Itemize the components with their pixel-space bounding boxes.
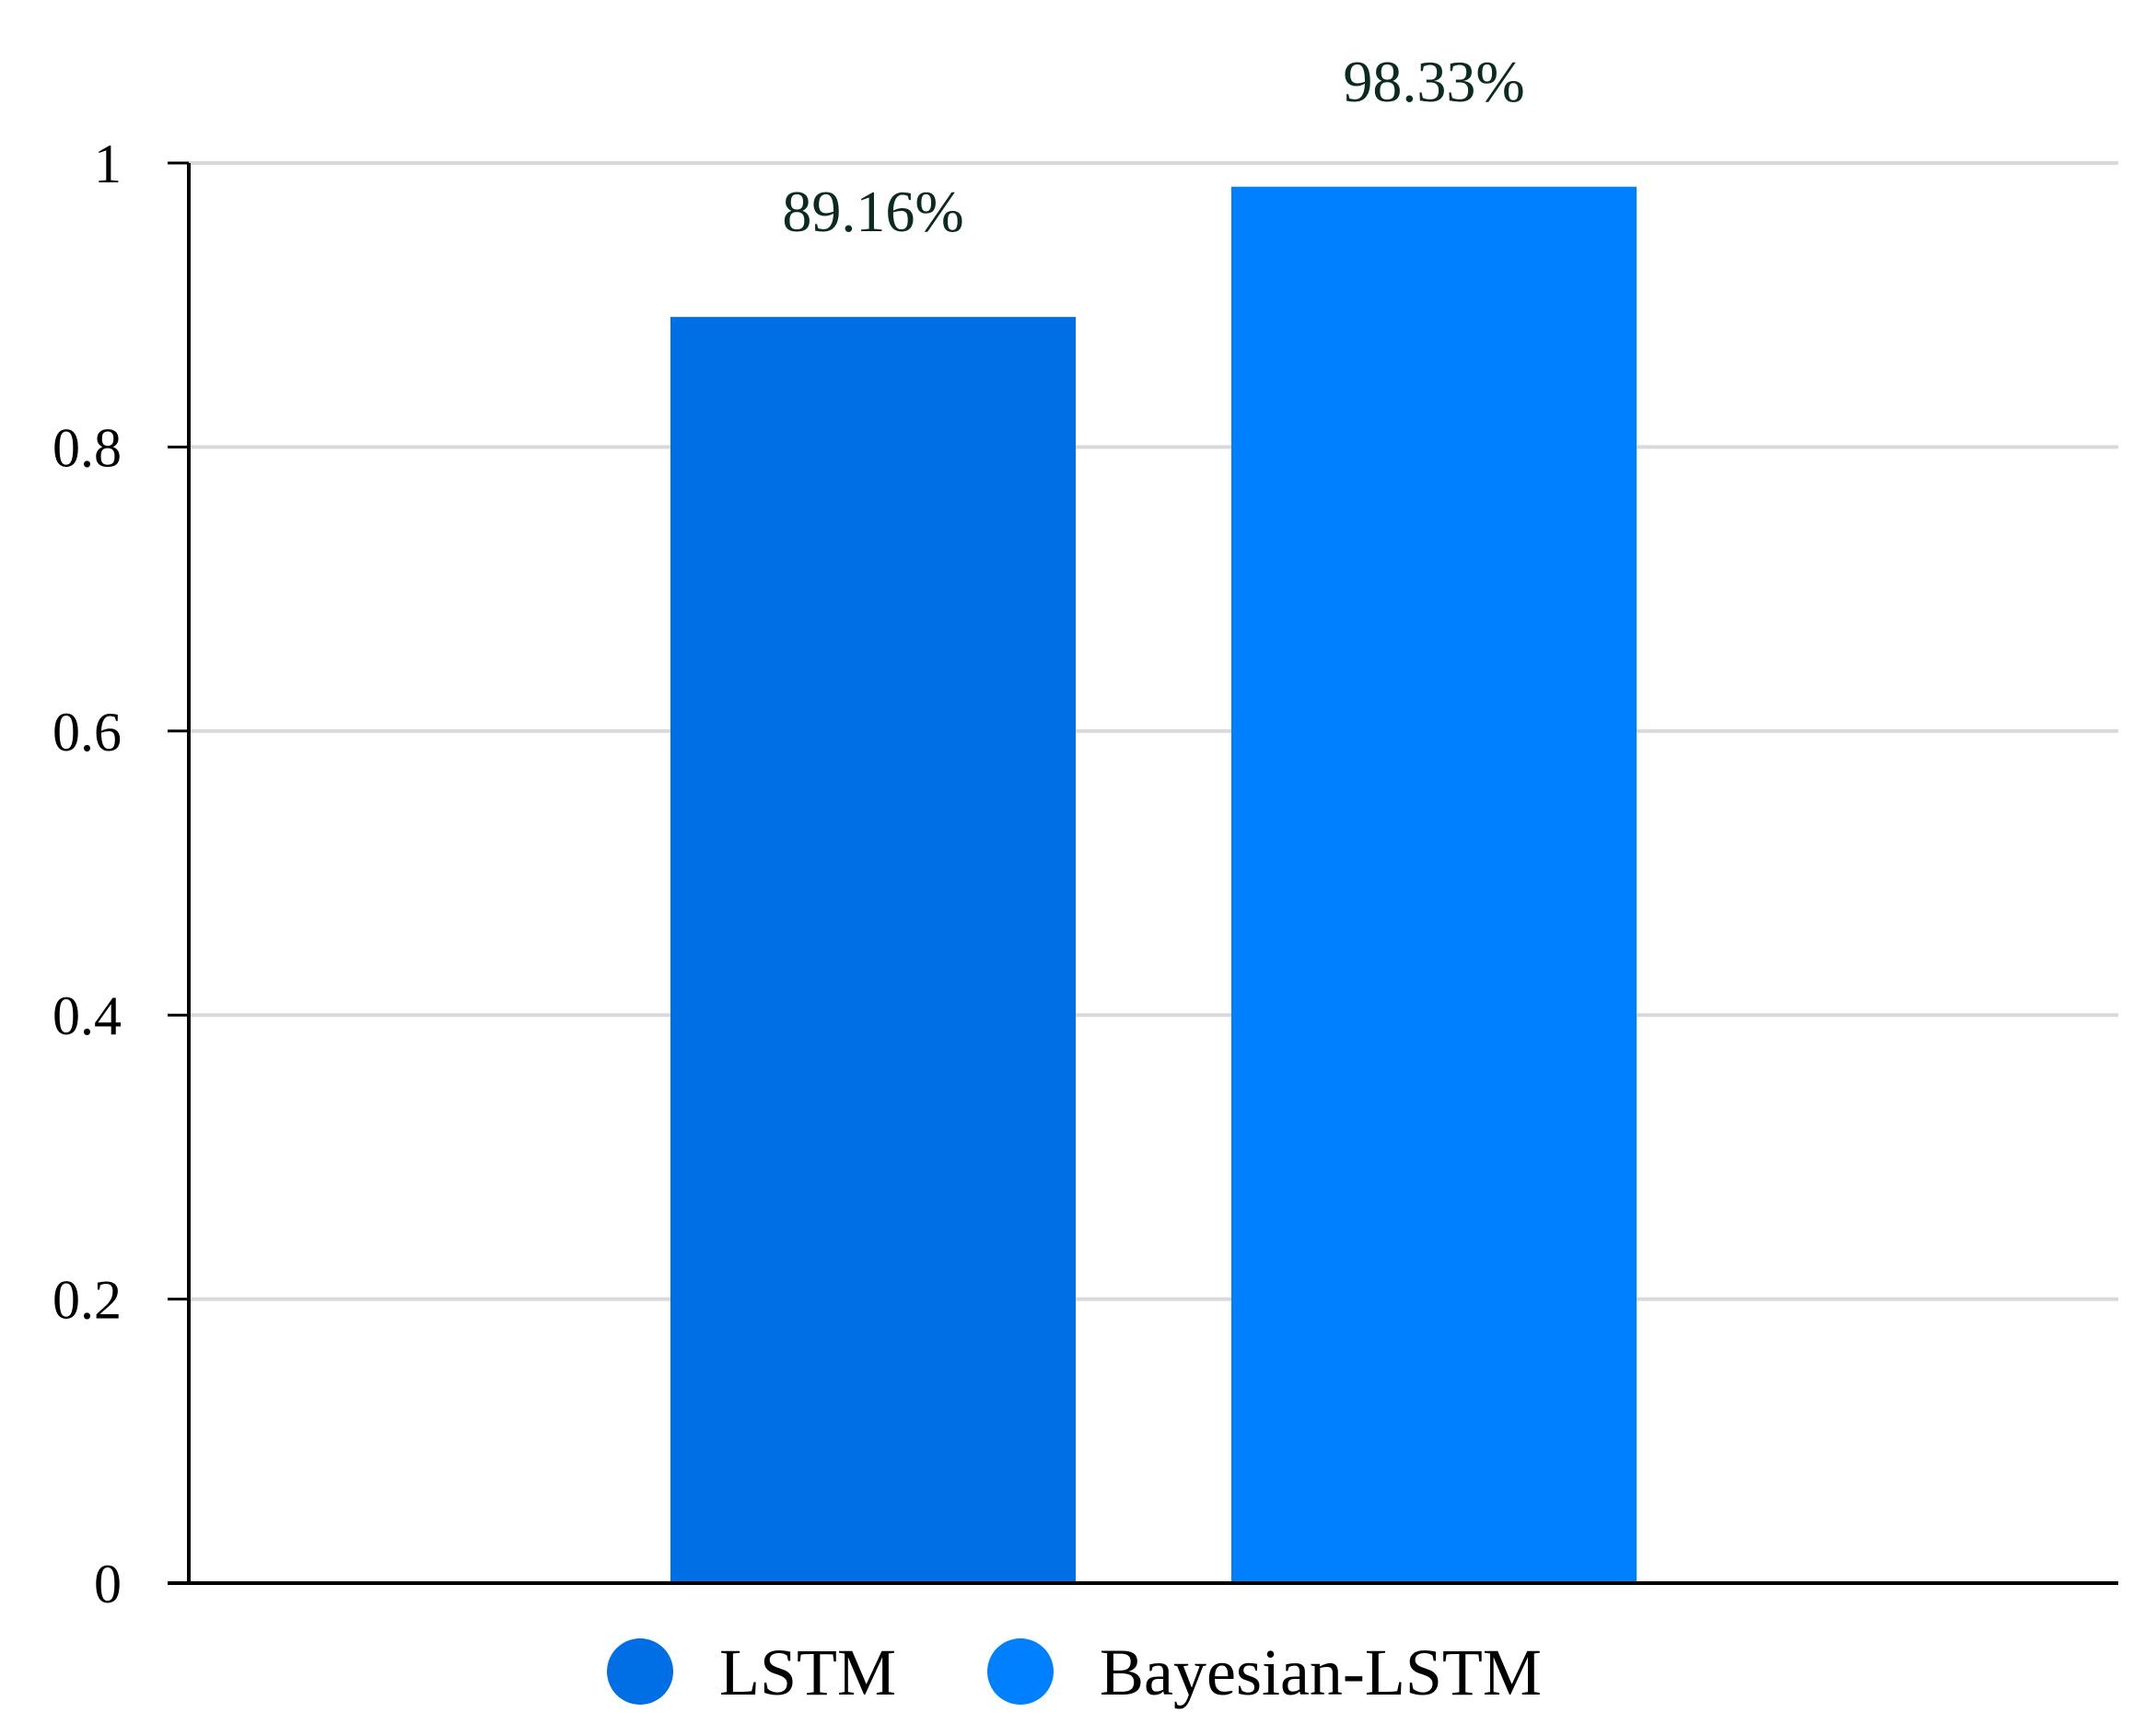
bars <box>670 186 1637 1583</box>
legend-label-bayesian-lstm: Bayesian-LSTM <box>1100 1636 1542 1709</box>
y-tick-label: 0.2 <box>52 1270 122 1331</box>
gridlines <box>189 161 2118 1301</box>
data-label-lstm: 89.16% <box>782 179 963 244</box>
y-tick-label: 1 <box>94 134 122 194</box>
bar-bayesian-lstm <box>1231 186 1637 1583</box>
y-tick-label: 0.8 <box>52 417 122 478</box>
y-tick-label: 0 <box>94 1554 122 1614</box>
axes: 0 0.2 0.4 0.6 0.8 1 <box>52 134 2118 1614</box>
y-tick-label: 0.4 <box>52 985 122 1046</box>
data-label-bayesian-lstm: 98.33% <box>1343 49 1524 114</box>
legend-label-lstm: LSTM <box>719 1636 896 1709</box>
legend: LSTM Bayesian-LSTM <box>607 1636 1542 1709</box>
legend-marker-lstm <box>607 1638 673 1705</box>
bar-lstm <box>670 317 1076 1583</box>
data-labels: 89.16% 98.33% <box>782 49 1524 244</box>
y-tick-label: 0.6 <box>52 702 122 763</box>
legend-marker-bayesian-lstm <box>987 1638 1054 1705</box>
